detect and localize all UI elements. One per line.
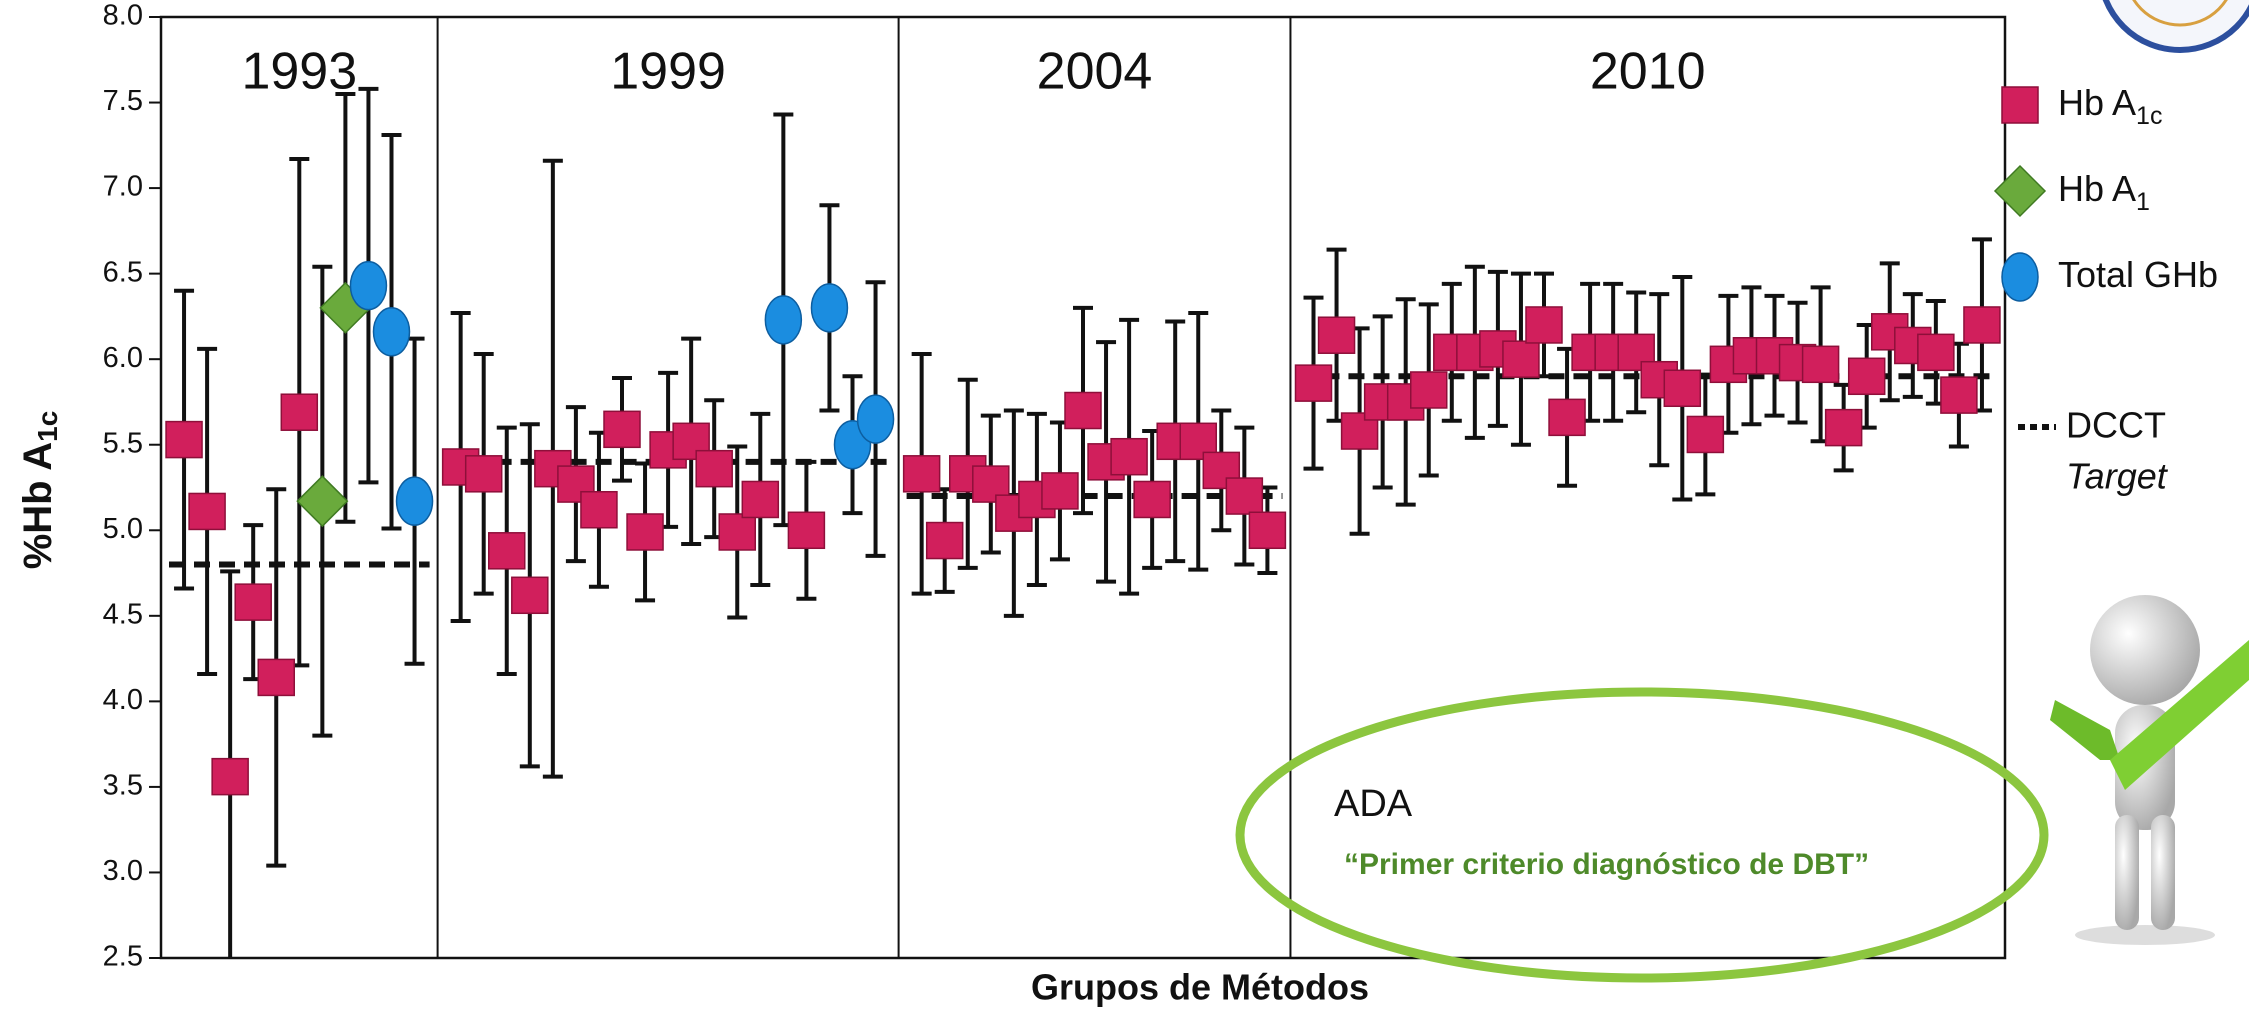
marker-square [604,411,640,447]
marker-square [788,512,824,548]
legend-label-subscript: 1c [2136,102,2162,130]
marker-square [1249,512,1285,548]
y-tick-label: 7.5 [103,85,143,117]
annotation-title: ADA [1334,783,1413,825]
marker-square [512,577,548,613]
marker-square [1226,478,1262,514]
marker-square [281,394,317,430]
group-label: 1999 [610,43,726,101]
marker-square [1803,346,1839,382]
legend-label-main: Hb A [2058,168,2136,209]
legend-label-main: Hb A [2058,82,2136,123]
legend-label-subscript: 1 [2136,188,2150,216]
marker-square [627,514,663,550]
y-tick-label: 7.0 [103,171,143,203]
marker-square [258,659,294,695]
marker-square [189,493,225,529]
marker-square [1526,307,1562,343]
marker-square [1411,372,1447,408]
marker-ellipse [858,395,894,443]
marker-square [1964,307,2000,343]
marker-square [1503,341,1539,377]
marker-ellipse [811,284,847,332]
marker-square [1918,334,1954,370]
y-tick-label: 6.5 [103,256,143,288]
marker-square [696,451,732,487]
legend-label-main: Total GHb [2058,254,2218,295]
marker-square [1065,393,1101,429]
marker-square [581,492,617,528]
annotation-quote: “Primer criterio diagnóstico de DBT” [1344,848,1869,881]
marker-square [1549,399,1585,435]
marker-square [927,523,963,559]
logo [2100,0,2249,50]
marker-square [1042,473,1078,509]
group-label: 2010 [1590,43,1706,101]
marker-ellipse [397,477,433,525]
marker-square [1319,317,1355,353]
y-tick-label: 5.0 [103,513,143,545]
marker-square [1664,370,1700,406]
marker-square [1134,481,1170,517]
y-tick-label: 4.0 [103,684,143,716]
y-tick-label: 8.0 [103,0,143,32]
marker-square [719,514,755,550]
marker-square [1687,416,1723,452]
y-tick-label: 3.0 [103,855,143,887]
marker-square [235,584,271,620]
group-label: 1993 [241,43,357,101]
x-axis-label: Grupos de Métodos [1031,967,1369,1008]
marker-ellipse [350,262,386,310]
marker-square [1826,410,1862,446]
legend-label: Hb A1c [2058,82,2162,130]
marker-square [1111,439,1147,475]
marker-square [904,456,940,492]
group-label: 2004 [1037,43,1153,101]
chart: %Hb A1c Grupos de Métodos ADA “Primer cr… [0,0,2249,1011]
y-axis-label: %Hb A1c [16,411,64,570]
y-tick-label: 6.0 [103,342,143,374]
marker-square [1941,377,1977,413]
legend-label: Hb A1 [2058,168,2150,216]
legend-target-label: Target [2066,456,2169,497]
marker-square [489,533,525,569]
y-tick-label: 2.5 [103,941,143,973]
y-tick-label: 3.5 [103,770,143,802]
marker-square [1296,365,1332,401]
y-tick-label: 5.5 [103,427,143,459]
legend-label: Total GHb [2058,254,2218,295]
marker-square [466,456,502,492]
marker-square [212,759,248,795]
check-figure [2050,595,2249,945]
marker-ellipse [2002,253,2038,301]
legend-target-label: DCCT [2066,405,2166,446]
marker-square [1849,358,1885,394]
y-axis-label-main: %Hb A [16,442,60,569]
marker-square [742,481,778,517]
marker-square [166,422,202,458]
y-axis-label-subscript: 1c [32,411,63,442]
marker-ellipse [374,308,410,356]
marker-ellipse [765,296,801,344]
marker-square [2002,87,2038,123]
y-tick-label: 4.5 [103,598,143,630]
